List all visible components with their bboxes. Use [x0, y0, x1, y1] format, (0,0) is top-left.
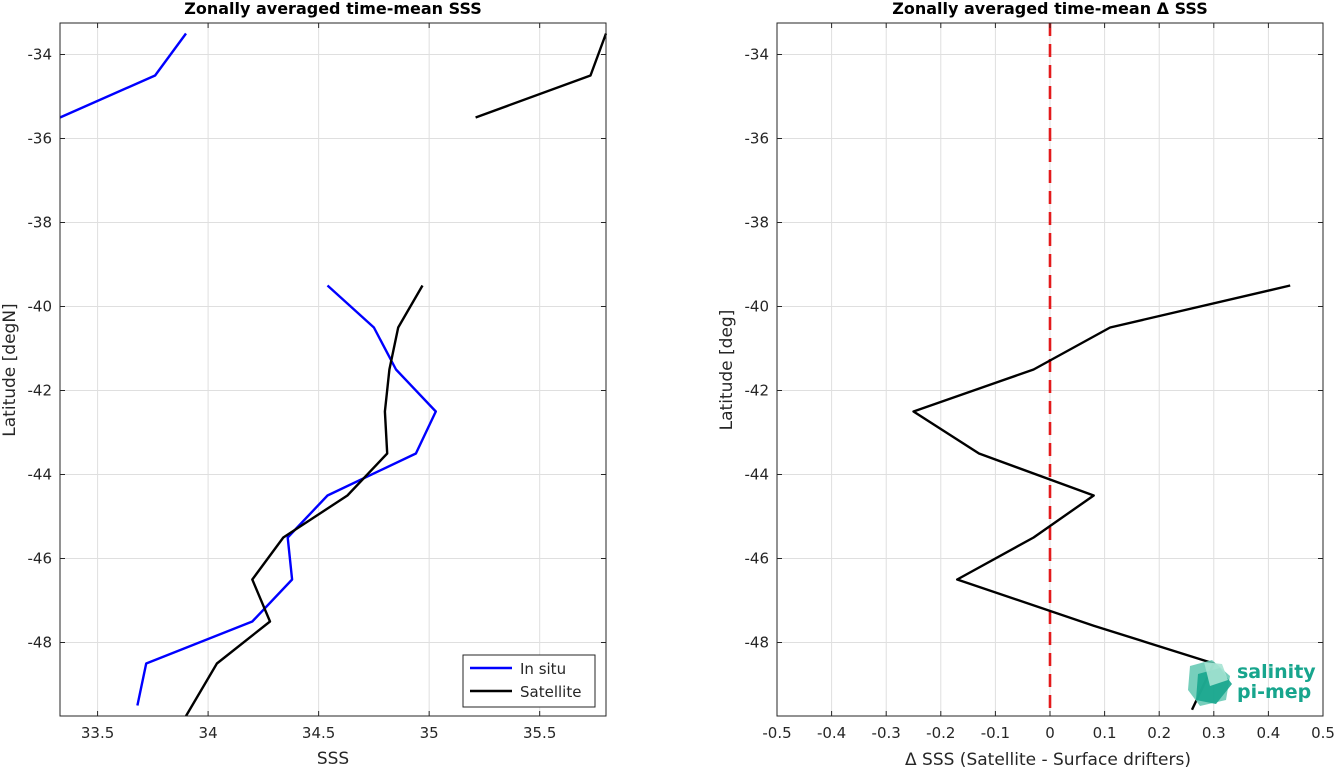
legend-label-satellite: Satellite	[520, 683, 581, 701]
y-tick-label: -38	[28, 214, 53, 232]
x-tick-label: -0.4	[817, 724, 846, 742]
x-tick-label: 35	[420, 724, 439, 742]
x-tick-label: 0.3	[1202, 724, 1226, 742]
logo-text-pimep: pi-mep	[1237, 681, 1311, 703]
x-axis-label: Δ SSS (Satellite - Surface drifters)	[905, 750, 1191, 769]
y-tick-label: -46	[745, 550, 770, 568]
series-layer	[912, 284, 1291, 711]
series-layer	[59, 32, 608, 717]
sss-panel: Zonally averaged time-mean SSS 33.5 34 34.…	[0, 0, 608, 769]
x-tick-label: 0.2	[1147, 724, 1171, 742]
x-tick-label: 34	[199, 724, 218, 742]
x-tick-label: -0.1	[981, 724, 1010, 742]
y-tick-label: -44	[745, 466, 770, 484]
salinity-pimep-logo: salinity pi-mep	[1188, 660, 1316, 706]
y-axis-label: Latitude [degN]	[0, 303, 20, 436]
series-line-satellite	[184, 284, 424, 717]
chart-title: Zonally averaged time-mean Δ SSS	[892, 0, 1208, 18]
axes-frame	[59, 22, 607, 717]
x-tick-label: 0.4	[1256, 724, 1280, 742]
x-tick-label: 34.5	[302, 724, 335, 742]
y-tick-label: -38	[745, 214, 770, 232]
x-tick-label: 0.1	[1093, 724, 1117, 742]
y-tick-label: -48	[745, 634, 770, 652]
series-line-in-situ	[136, 284, 437, 706]
series-line-satellite	[475, 33, 608, 119]
x-tick-label: -0.5	[762, 724, 791, 742]
series-line-in-situ	[59, 32, 187, 119]
y-tick-label: -34	[745, 46, 770, 64]
x-tick-label: -0.2	[926, 724, 955, 742]
y-tick-label: -36	[745, 130, 770, 148]
legend-label-in-situ: In situ	[520, 660, 566, 678]
legend-box	[462, 654, 596, 708]
ticks: -0.5 -0.4 -0.3 -0.2 -0.1 0 0.1 0.2 0.3 0.4 0.5 -34 -…	[745, 23, 1335, 742]
legend: In situ Satellite	[462, 654, 596, 708]
series-line-delta-sss	[912, 284, 1291, 711]
x-tick-label: -0.3	[872, 724, 901, 742]
delta-sss-panel: Zonally averaged time-mean Δ SSS -0.5 -0.…	[717, 0, 1335, 770]
y-tick-label: -46	[28, 550, 53, 568]
y-tick-label: -36	[28, 130, 53, 148]
x-tick-label: 33.5	[81, 724, 114, 742]
x-tick-label: 0	[1045, 724, 1055, 742]
y-tick-label: -42	[28, 382, 53, 400]
logo-mark-icon	[1188, 660, 1232, 706]
y-axis-label: Latitude [deg]	[717, 310, 737, 431]
ticks: 33.5 34 34.5 35 35.5 -34 -36 -38 -40 -42 -44 -46 -48	[28, 23, 606, 742]
y-tick-label: -40	[745, 298, 770, 316]
x-axis-label: SSS	[317, 749, 349, 769]
grid	[60, 23, 606, 716]
y-tick-label: -34	[28, 46, 53, 64]
y-tick-label: -48	[28, 634, 53, 652]
x-tick-label: 0.5	[1311, 724, 1335, 742]
logo-text-salinity: salinity	[1237, 661, 1316, 683]
y-tick-label: -42	[745, 382, 770, 400]
x-tick-label: 35.5	[523, 724, 556, 742]
y-tick-label: -40	[28, 298, 53, 316]
y-tick-label: -44	[28, 466, 53, 484]
chart-title: Zonally averaged time-mean SSS	[184, 0, 482, 18]
